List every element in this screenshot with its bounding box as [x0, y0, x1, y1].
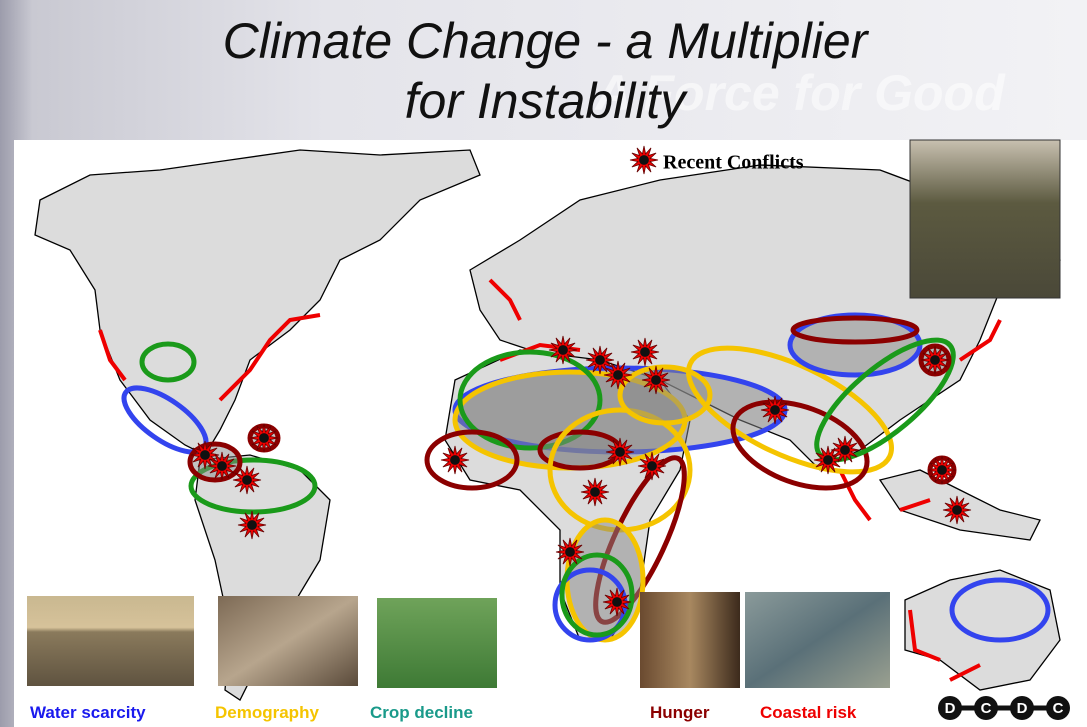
photo-hunger — [640, 592, 740, 688]
conflict-star-center — [930, 355, 940, 365]
logo-letter: C — [1053, 700, 1064, 717]
conflict-star-center — [613, 370, 623, 380]
caption: Crop decline — [370, 703, 473, 722]
conflict-star-center — [770, 405, 780, 415]
conflict-star-center — [639, 155, 649, 165]
conflict-star-center — [840, 445, 850, 455]
conflict-star-center — [247, 520, 257, 530]
caption: Water scarcity — [30, 703, 146, 722]
conflict-star-center — [615, 447, 625, 457]
title-line: for Instability — [405, 73, 689, 129]
conflict-star-center — [952, 505, 962, 515]
photo-crop-decline — [377, 598, 497, 688]
slide: A Force for Good Climate Change - a Mult… — [0, 0, 1087, 727]
conflict-star-center — [595, 355, 605, 365]
conflict-star-center — [217, 461, 227, 471]
conflict-star-center — [647, 461, 657, 471]
slide-canvas: A Force for Good Climate Change - a Mult… — [0, 0, 1087, 727]
conflict-star-center — [200, 450, 210, 460]
legend-label: Recent Conflicts — [663, 152, 804, 174]
photo-coastal-risk — [745, 592, 890, 688]
conflict-star-center — [259, 433, 269, 443]
conflict-star-center — [565, 547, 575, 557]
caption: Coastal risk — [760, 703, 857, 722]
caption: Demography — [215, 703, 319, 722]
conflict-star-center — [558, 345, 568, 355]
conflict-star-center — [242, 475, 252, 485]
conflict-star-center — [612, 597, 622, 607]
conflict-star-center — [823, 455, 833, 465]
conflict-star-center — [651, 375, 661, 385]
logo-letter: C — [981, 700, 992, 717]
logo-letter: D — [1017, 700, 1028, 717]
conflict-star-center — [937, 465, 947, 475]
photo-water-scarcity — [27, 596, 194, 686]
conflict-star-center — [640, 347, 650, 357]
conflict-star-center — [590, 487, 600, 497]
logo-letter: D — [945, 700, 956, 717]
photo-demography — [218, 596, 358, 686]
conflict-star-center — [450, 455, 460, 465]
title-line: Climate Change - a Multiplier — [223, 13, 870, 69]
photo-soldiers — [910, 140, 1060, 298]
caption: Hunger — [650, 703, 710, 722]
